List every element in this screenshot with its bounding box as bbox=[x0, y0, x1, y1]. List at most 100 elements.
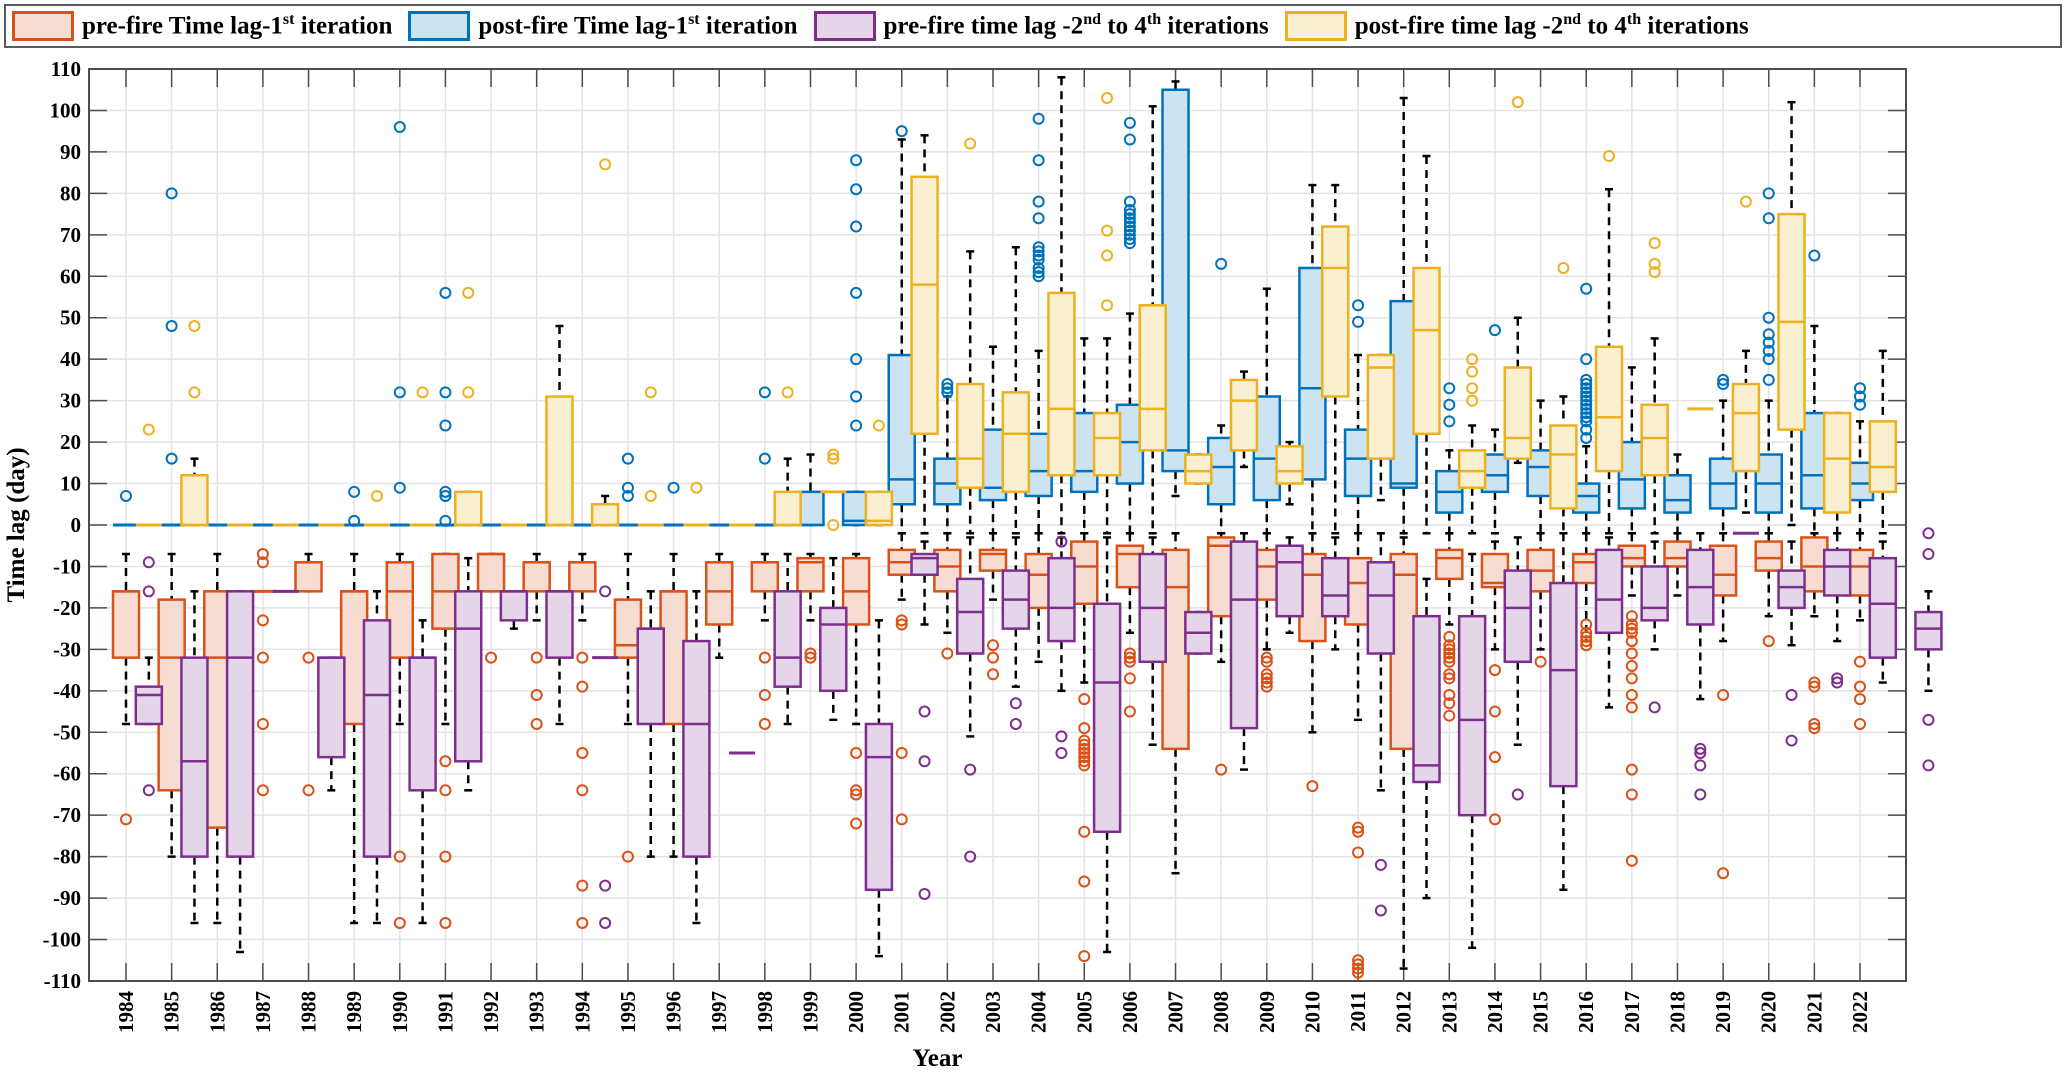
outlier-point bbox=[895, 614, 908, 627]
outlier-point bbox=[1443, 697, 1456, 710]
outlier-point bbox=[850, 390, 863, 403]
box bbox=[1161, 88, 1190, 473]
box bbox=[1822, 548, 1852, 597]
outlier-point bbox=[1580, 373, 1593, 386]
legend-item: post-fire Time lag-1st iteration bbox=[408, 11, 798, 41]
outlier-point bbox=[1009, 717, 1022, 730]
outlier-point bbox=[1123, 116, 1136, 129]
y-tick-label: -60 bbox=[53, 762, 81, 786]
x-tick-label: 2003 bbox=[981, 991, 1005, 1033]
outlier-point bbox=[142, 784, 155, 797]
outlier-point bbox=[1580, 402, 1593, 415]
outlier-point bbox=[1922, 527, 1935, 540]
outlier-point bbox=[1488, 705, 1501, 718]
outlier-point bbox=[1101, 224, 1114, 237]
outlier-point bbox=[1443, 415, 1456, 428]
outlier-point bbox=[1534, 655, 1547, 668]
x-tick-label: 2011 bbox=[1346, 991, 1370, 1032]
outlier-point bbox=[1443, 647, 1456, 660]
outlier-point bbox=[1078, 693, 1091, 706]
box bbox=[1663, 474, 1692, 514]
box bbox=[1001, 391, 1031, 494]
outlier-point bbox=[1785, 734, 1798, 747]
outlier-point bbox=[439, 286, 452, 299]
outlier-point bbox=[1123, 195, 1136, 208]
box bbox=[1092, 602, 1122, 834]
y-tick-label: 10 bbox=[60, 472, 81, 496]
box bbox=[1229, 540, 1259, 730]
legend-swatch bbox=[12, 11, 74, 41]
outlier-point bbox=[1717, 867, 1730, 880]
outlier-point bbox=[576, 784, 589, 797]
box bbox=[819, 606, 848, 693]
outlier-point bbox=[1466, 365, 1479, 378]
legend-swatch bbox=[813, 11, 876, 41]
outlier-point bbox=[1625, 622, 1638, 635]
box bbox=[1754, 540, 1783, 572]
box bbox=[636, 627, 666, 726]
box bbox=[796, 556, 825, 593]
box bbox=[704, 561, 734, 626]
outlier-point bbox=[1785, 688, 1798, 701]
y-axis-label: Time lag (day) bbox=[3, 447, 30, 602]
outlier-point bbox=[142, 556, 155, 569]
outlier-point bbox=[1762, 336, 1775, 349]
outlier-point bbox=[1854, 655, 1866, 668]
box bbox=[1047, 556, 1076, 643]
box bbox=[590, 503, 620, 527]
box bbox=[1731, 382, 1761, 473]
box bbox=[1868, 556, 1898, 659]
y-tick-label: -50 bbox=[53, 720, 81, 744]
box bbox=[476, 552, 506, 593]
outlier-point bbox=[1580, 639, 1593, 652]
outlier-point bbox=[439, 755, 452, 768]
outlier-point bbox=[1922, 713, 1935, 726]
outlier-point bbox=[1488, 813, 1501, 826]
box bbox=[1640, 565, 1669, 622]
box bbox=[522, 561, 551, 593]
outlier-point bbox=[348, 485, 361, 498]
x-tick-label: 2002 bbox=[935, 991, 959, 1033]
outlier-point bbox=[1101, 299, 1114, 312]
outlier-point bbox=[1854, 693, 1866, 706]
outlier-point bbox=[872, 419, 885, 432]
box bbox=[408, 656, 437, 792]
box bbox=[955, 382, 985, 489]
outlier-point bbox=[485, 651, 498, 664]
y-tick-label: -90 bbox=[53, 886, 81, 910]
outlier-point bbox=[165, 320, 178, 333]
outlier-point bbox=[621, 489, 634, 502]
outlier-point bbox=[941, 382, 954, 395]
outlier-point bbox=[1808, 680, 1821, 693]
outlier-point bbox=[827, 448, 840, 461]
box bbox=[225, 590, 255, 858]
box bbox=[864, 722, 894, 892]
outlier-point bbox=[1762, 212, 1775, 225]
outlier-point bbox=[1922, 759, 1935, 772]
outlier-point bbox=[1625, 647, 1638, 660]
outlier-point bbox=[895, 747, 908, 759]
y-tick-label: 90 bbox=[60, 140, 81, 164]
box bbox=[1503, 569, 1533, 664]
x-tick-label: 2013 bbox=[1437, 991, 1461, 1033]
outlier-point bbox=[1101, 249, 1114, 262]
outlier-point bbox=[1352, 966, 1365, 979]
x-tick-label: 2014 bbox=[1483, 991, 1507, 1034]
outlier-point bbox=[439, 514, 452, 527]
box bbox=[1320, 556, 1350, 618]
outlier-point bbox=[1443, 639, 1456, 652]
outlier-point bbox=[1603, 150, 1616, 163]
box bbox=[134, 685, 164, 726]
outlier-point bbox=[1854, 717, 1866, 730]
outlier-point bbox=[1078, 759, 1091, 772]
outlier-point bbox=[1762, 373, 1775, 386]
outlier-point bbox=[987, 668, 999, 681]
outlier-point bbox=[302, 651, 315, 664]
outlier-point bbox=[1374, 858, 1387, 871]
y-tick-label: 80 bbox=[60, 181, 81, 205]
box bbox=[1549, 581, 1578, 788]
outlier-point bbox=[1580, 635, 1593, 648]
outlier-point bbox=[850, 154, 863, 167]
outlier-point bbox=[827, 452, 840, 465]
outlier-point bbox=[256, 556, 269, 569]
